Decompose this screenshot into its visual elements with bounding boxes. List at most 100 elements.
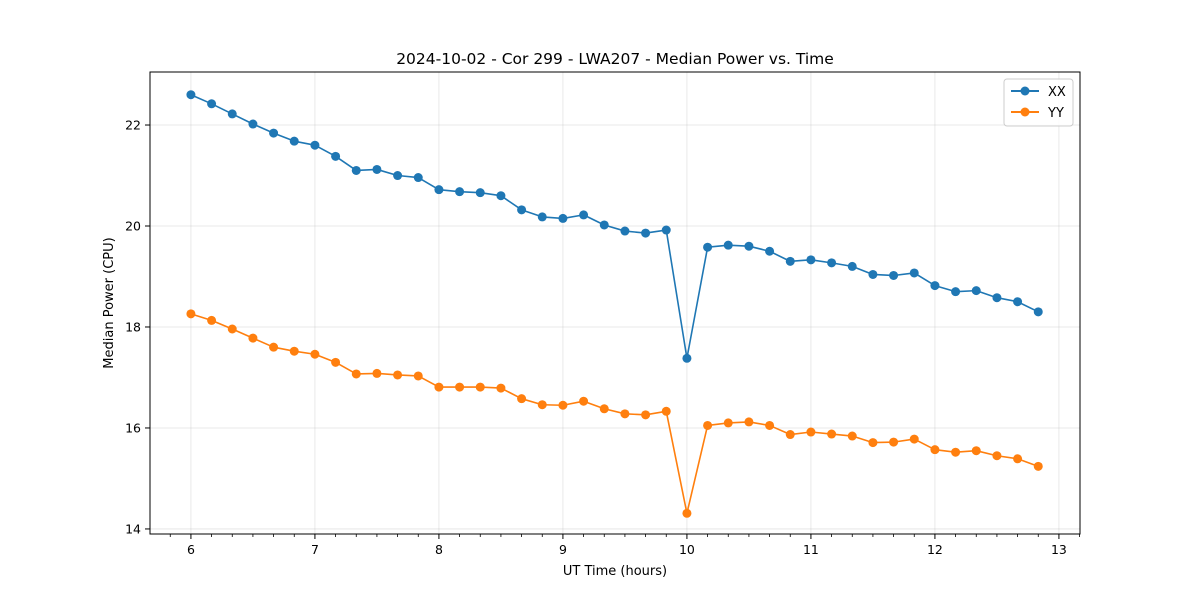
data-point-xx (475, 188, 485, 198)
data-point-yy (641, 410, 651, 420)
data-point-yy (827, 429, 837, 439)
data-point-yy (599, 404, 609, 414)
data-point-xx (827, 258, 837, 268)
legend-label-yy: YY (1047, 106, 1064, 121)
x-tick-label: 8 (435, 542, 443, 557)
data-point-yy (744, 417, 754, 427)
x-tick-label: 9 (559, 542, 567, 557)
data-point-yy (1013, 454, 1023, 464)
data-point-xx (579, 210, 589, 220)
legend: XX YY (1003, 78, 1074, 127)
x-axis-label: UT Time (hours) (563, 564, 667, 579)
x-tick-label: 6 (187, 542, 195, 557)
data-point-yy (475, 382, 485, 392)
data-point-xx (1033, 307, 1043, 317)
data-point-yy (703, 420, 713, 430)
data-point-xx (248, 119, 258, 129)
data-point-yy (434, 382, 444, 392)
plot-frame (149, 71, 1081, 535)
data-point-xx (227, 109, 237, 119)
data-point-yy (331, 357, 341, 367)
data-point-xx (517, 205, 527, 215)
data-point-yy (806, 427, 816, 437)
data-point-yy (847, 431, 857, 441)
data-point-xx (992, 293, 1002, 303)
data-point-yy (930, 445, 940, 455)
data-point-xx (351, 165, 361, 175)
data-point-yy (765, 420, 775, 430)
chart-title: 2024-10-02 - Cor 299 - LWA207 - Median P… (396, 50, 834, 68)
data-point-xx (1013, 297, 1023, 307)
data-point-xx (641, 228, 651, 238)
data-point-xx (207, 99, 217, 109)
legend-marker-xx (1020, 86, 1030, 96)
data-point-yy (207, 315, 217, 325)
x-tick-label: 7 (311, 542, 319, 557)
data-point-yy (682, 508, 692, 518)
data-point-xx (434, 185, 444, 195)
y-tick-label: 14 (125, 521, 141, 536)
data-point-xx (909, 268, 919, 278)
data-point-yy (289, 346, 299, 356)
data-point-xx (744, 241, 754, 251)
x-tick-label: 12 (927, 542, 943, 557)
data-point-xx (889, 270, 899, 280)
data-point-yy (868, 438, 878, 448)
data-point-yy (951, 447, 961, 457)
data-point-yy (351, 369, 361, 379)
data-point-yy (248, 333, 258, 343)
data-point-yy (310, 349, 320, 359)
data-point-xx (971, 286, 981, 296)
data-point-xx (930, 281, 940, 291)
data-point-xx (806, 255, 816, 265)
data-point-xx (661, 225, 671, 235)
data-point-yy (723, 418, 733, 428)
data-point-yy (372, 368, 382, 378)
data-point-yy (785, 430, 795, 440)
data-point-xx (558, 213, 568, 223)
data-point-yy (413, 371, 423, 381)
data-point-yy (1033, 461, 1043, 471)
data-point-xx (496, 191, 506, 201)
data-point-yy (455, 382, 465, 392)
data-point-xx (785, 256, 795, 266)
x-tick-label: 11 (803, 542, 819, 557)
data-point-yy (889, 437, 899, 447)
data-point-xx (289, 136, 299, 146)
y-axis-label: Median Power (CPU) (102, 237, 117, 368)
data-point-xx (269, 128, 279, 138)
data-point-xx (951, 287, 961, 297)
data-point-yy (227, 324, 237, 334)
data-point-yy (537, 400, 547, 410)
data-point-yy (558, 400, 568, 410)
x-tick-label: 10 (679, 542, 695, 557)
legend-label-xx: XX (1048, 85, 1066, 100)
data-point-yy (517, 394, 527, 404)
data-point-yy (496, 383, 506, 393)
data-point-yy (579, 396, 589, 406)
data-point-yy (269, 342, 279, 352)
data-point-xx (455, 187, 465, 197)
data-point-xx (703, 242, 713, 252)
data-point-xx (847, 261, 857, 271)
data-point-yy (661, 406, 671, 416)
y-tick-label: 18 (125, 319, 141, 334)
data-point-yy (971, 446, 981, 456)
data-point-xx (310, 140, 320, 150)
data-point-yy (186, 309, 196, 319)
data-point-yy (909, 434, 919, 444)
x-tick-label: 13 (1051, 542, 1067, 557)
data-point-xx (868, 269, 878, 279)
data-point-xx (599, 220, 609, 230)
y-tick-label: 22 (125, 118, 141, 133)
data-point-yy (393, 370, 403, 380)
data-point-xx (537, 212, 547, 222)
data-point-xx (331, 151, 341, 161)
y-tick-label: 16 (125, 420, 141, 435)
data-point-xx (372, 164, 382, 174)
legend-marker-yy (1020, 107, 1030, 117)
data-point-xx (413, 173, 423, 183)
data-point-xx (723, 240, 733, 250)
data-point-yy (992, 451, 1002, 461)
